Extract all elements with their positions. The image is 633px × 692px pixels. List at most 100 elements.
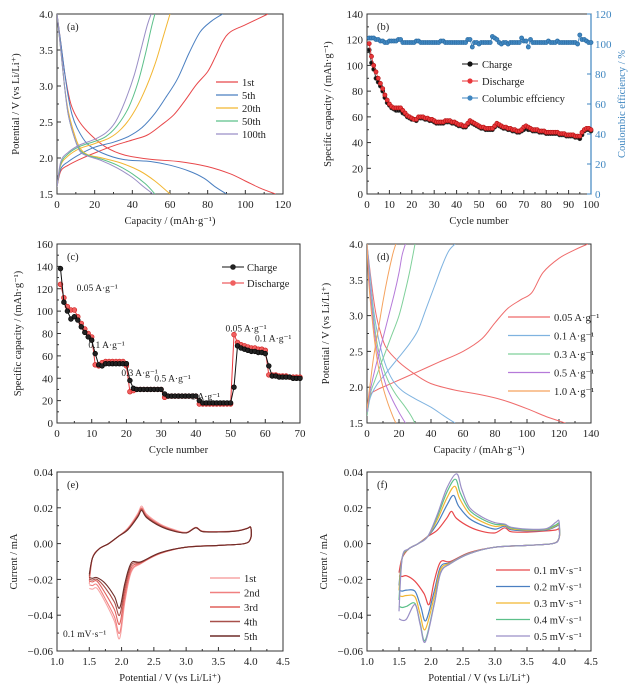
data-point — [82, 329, 88, 336]
cv-curve-0 — [398, 510, 561, 606]
x-tick-label: 60 — [165, 199, 177, 211]
y-tick-label: −0.04 — [28, 610, 54, 622]
y-tick-label: 0.02 — [34, 503, 53, 515]
legend-label: 0.1 mV·s⁻¹ — [534, 566, 582, 577]
x-tick-label: 140 — [583, 428, 600, 440]
y2-tick-label: 0 — [595, 189, 601, 201]
panel-label: (b) — [377, 22, 390, 33]
discharge-curve-3 — [57, 14, 156, 194]
legend-label: 100th — [242, 130, 267, 141]
rate-annotation: 0.05 A·g⁻¹ — [77, 284, 118, 294]
x-tick-label: 20 — [89, 199, 101, 211]
legend-label: Charge — [482, 60, 512, 71]
legend-marker — [467, 78, 473, 84]
y-tick-label: −0.04 — [338, 610, 364, 622]
x-axis-label: Cycle number — [149, 445, 209, 456]
x-tick-label: 70 — [518, 199, 530, 211]
series-2 — [366, 32, 594, 50]
data-point — [88, 337, 95, 343]
y-tick-label: 3.5 — [349, 275, 363, 287]
x-tick-label: 120 — [275, 199, 292, 211]
x-tick-label: 100 — [519, 428, 536, 440]
charge-curve-4 — [367, 244, 397, 409]
y2-tick-label: 60 — [595, 99, 607, 111]
x-tick-label: 100 — [583, 199, 600, 211]
y-axis: 0 20 40 60 80 100 120 140 160 — [37, 239, 61, 430]
rate-annotation: 0.1 A·g⁻¹ — [88, 341, 125, 351]
cv-curve-3 — [88, 509, 252, 617]
x-tick-label: 2.5 — [456, 656, 470, 668]
y-tick-label: 120 — [347, 35, 364, 47]
x-tick-label: 40 — [127, 199, 139, 211]
y-tick-label: 140 — [347, 9, 364, 21]
y-axis-label: Current / mA — [9, 533, 20, 589]
x-tick-label: 1.5 — [82, 656, 96, 668]
y-axis-label: Specific capacity / (mAh·g⁻¹) — [13, 270, 24, 396]
y-tick-label: 80 — [42, 329, 54, 341]
y-axis-label: Potential / V (vs Li/Li⁺) — [321, 282, 332, 384]
x-tick-label: 3.5 — [520, 656, 534, 668]
legend-label: 5th — [242, 91, 256, 102]
data-point — [85, 334, 91, 340]
x-axis-label: Capacity / (mAh·g⁻¹) — [434, 445, 525, 456]
data-point — [366, 41, 372, 46]
x-axis: 1.0 1.5 2.0 2.5 3.0 3.5 4.0 4.5 — [360, 647, 598, 668]
y-tick-label: 0.00 — [344, 539, 364, 551]
legend-label: 50th — [242, 117, 261, 128]
cv-curve-1 — [88, 507, 252, 635]
y-tick-label: 2.5 — [349, 346, 363, 358]
charge-curve-3 — [367, 244, 406, 413]
x-axis: 1.0 1.5 2.0 2.5 3.0 3.5 4.0 4.5 — [50, 647, 290, 668]
cv-curve-0 — [88, 505, 252, 640]
series-1 — [366, 41, 594, 139]
x-tick-label: 1.0 — [50, 656, 64, 668]
charge-curve-4 — [57, 14, 152, 187]
legend-label: 0.5 mV·s⁻¹ — [534, 632, 582, 643]
x-tick-label: 60 — [260, 428, 272, 440]
x-axis-label: Capacity / (mAh·g⁻¹) — [125, 216, 216, 227]
y-tick-label: −0.06 — [338, 646, 364, 658]
data-point — [75, 317, 81, 323]
legend-label: 0.3 A·g⁻¹ — [554, 350, 594, 361]
y-tick-label: 1.5 — [39, 189, 53, 201]
y-tick-label: 40 — [42, 373, 54, 385]
y2-axis: 0 20 40 60 80 100 120 Coulombic efficiency / % — [587, 9, 628, 201]
discharge-curve-3 — [367, 244, 406, 423]
y-tick-label: −0.02 — [28, 574, 53, 586]
legend-label: Charge — [247, 263, 277, 274]
discharge-curve-4 — [57, 14, 154, 194]
y2-tick-label: 40 — [595, 129, 607, 141]
legend-marker — [230, 280, 236, 286]
series-lines — [367, 244, 589, 423]
x-tick-label: 10 — [384, 199, 396, 211]
legend: Charge Discharge Columbic effciency — [462, 60, 566, 105]
y-axis-label: Potential / V (vs Li/Li⁺) — [11, 53, 22, 155]
charge-curve-0 — [57, 14, 269, 187]
panel-e: 1.0 1.5 2.0 2.5 3.0 3.5 4.0 4.5 −0.06 −0.04 −0.02 0… — [9, 467, 290, 684]
legend-label: 1.0 A·g⁻¹ — [554, 387, 594, 398]
x-tick-label: 1.5 — [392, 656, 406, 668]
y-axis-label: Specific capacity / (mAh·g⁻¹) — [323, 41, 334, 167]
x-tick-label: 0 — [364, 199, 370, 211]
charge-curve-2 — [57, 14, 171, 187]
rate-annotation: 0.3 A·g⁻¹ — [121, 369, 158, 379]
legend-label: 0.3 mV·s⁻¹ — [534, 599, 582, 610]
data-point — [92, 350, 98, 357]
data-point — [525, 44, 531, 50]
rate-annotation: 1 A·g⁻¹ — [191, 393, 220, 403]
data-point — [380, 86, 386, 91]
x-tick-label: 3.0 — [179, 656, 193, 668]
discharge-curve-0 — [367, 244, 566, 423]
panel-label: (f) — [377, 480, 388, 491]
x-tick-label: 80 — [541, 199, 553, 211]
cv-curve-4 — [88, 509, 252, 609]
legend-label: 0.2 mV·s⁻¹ — [534, 583, 582, 594]
y-axis: 0 20 40 60 80 100 120 140 — [347, 9, 371, 201]
y-tick-label: 1.5 — [349, 418, 363, 430]
data-point — [231, 331, 237, 338]
y-tick-label: 100 — [37, 306, 54, 318]
x-tick-label: 40 — [426, 428, 438, 440]
data-point — [371, 63, 377, 68]
y2-tick-label: 120 — [595, 9, 612, 21]
x-tick-label: 30 — [156, 428, 168, 440]
